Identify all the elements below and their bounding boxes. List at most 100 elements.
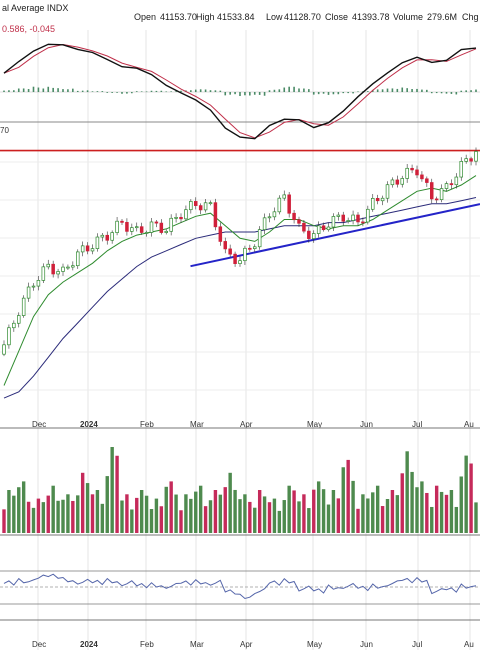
candle-down: [199, 206, 202, 210]
macd-histogram-bar: [254, 92, 256, 95]
candle-up: [263, 218, 266, 230]
volume-bar: [469, 464, 472, 533]
candle-up: [71, 266, 74, 267]
macd-histogram-bar: [33, 87, 35, 92]
macd-histogram-bar: [92, 91, 94, 92]
candle-up: [317, 226, 320, 234]
candle-up: [209, 203, 212, 204]
macd-histogram-bar: [18, 89, 20, 92]
candle-down: [160, 223, 163, 232]
volume-bar: [7, 490, 10, 533]
x-axis-bottom-tick-label: Feb: [140, 640, 154, 649]
volume-bar: [12, 496, 15, 533]
volume-bar: [386, 499, 389, 533]
volume-label: Volume: [393, 12, 423, 22]
candle-down: [140, 227, 143, 233]
candle-down: [219, 227, 222, 242]
candle-up: [175, 217, 178, 218]
macd-histogram-bar: [229, 92, 231, 95]
low-value: 41128.70: [284, 12, 321, 22]
volume-bar: [327, 505, 330, 533]
candle-up: [189, 201, 192, 209]
volume-bar: [263, 496, 266, 533]
volume-bar: [297, 501, 300, 533]
volume-bar: [42, 502, 45, 533]
macd-histogram-bar: [460, 91, 462, 92]
macd-histogram-bar: [215, 90, 217, 92]
macd-histogram-bar: [121, 92, 123, 94]
volume-bar: [86, 483, 89, 533]
macd-histogram-bar: [451, 92, 453, 94]
macd-histogram-bar: [249, 92, 251, 96]
volume-bar: [243, 494, 246, 533]
macd-histogram-bar: [13, 90, 15, 92]
macd-histogram-bar: [47, 87, 49, 92]
volume-bar: [76, 495, 79, 533]
volume-bar: [150, 509, 153, 533]
candle-down: [86, 246, 89, 251]
volume-bar: [371, 492, 374, 533]
volume-bar: [47, 496, 50, 533]
candle-up: [239, 261, 242, 264]
volume-bar: [155, 499, 158, 533]
volume-bar: [169, 481, 172, 533]
x-axis-bottom-tick-label: 2024: [80, 640, 98, 649]
macd-histogram-bar: [195, 90, 197, 92]
candle-down: [194, 201, 197, 205]
x-axis-bottom-tick-label: Dec: [32, 640, 46, 649]
candle-down: [288, 195, 291, 213]
macd-histogram-bar: [111, 92, 113, 93]
macd-histogram-bar: [165, 91, 167, 92]
x-axis-bottom-tick-label: Apr: [240, 640, 253, 649]
volume-bar: [258, 490, 261, 533]
candle-up: [406, 168, 409, 178]
candle-up: [327, 227, 330, 230]
candle-down: [214, 203, 217, 227]
volume-bar: [376, 486, 379, 533]
candle-up: [27, 287, 30, 298]
macd-histogram-bar: [288, 87, 290, 92]
volume-bar: [228, 473, 231, 533]
volume-bar: [415, 487, 418, 533]
volume-bar: [238, 499, 241, 533]
candle-up: [81, 246, 84, 252]
macd-histogram-bar: [259, 92, 261, 95]
volume-bar: [17, 487, 20, 533]
candle-up: [332, 216, 335, 227]
macd-histogram-bar: [416, 89, 418, 92]
macd-histogram-bar: [338, 92, 340, 94]
macd-histogram-bar: [421, 90, 423, 92]
candle-up: [3, 345, 6, 354]
volume-bar: [351, 481, 354, 533]
candle-up: [165, 231, 168, 232]
volume-value: 279.6M: [427, 12, 457, 22]
volume-bar: [233, 490, 236, 533]
volume-bar: [130, 509, 133, 533]
macd-histogram-bar: [82, 91, 84, 92]
macd-histogram-bar: [352, 92, 354, 93]
macd-histogram-bar: [436, 92, 438, 93]
macd-histogram-bar: [239, 92, 241, 96]
macd-histogram-bar: [298, 88, 300, 92]
macd-histogram-bar: [392, 88, 394, 92]
macd-histogram-bar: [279, 89, 281, 92]
volume-bar: [209, 500, 212, 533]
volume-bar: [2, 509, 5, 533]
volume-bar: [253, 508, 256, 533]
candle-down: [52, 264, 55, 274]
candle-up: [381, 198, 384, 201]
volume-bar: [405, 451, 408, 533]
macd-histogram-bar: [456, 92, 458, 94]
candle-up: [67, 267, 70, 268]
candle-up: [170, 218, 173, 231]
rsi-line: [4, 574, 476, 598]
candle-down: [470, 159, 473, 161]
macd-histogram-bar: [146, 91, 148, 92]
volume-bar: [125, 494, 128, 533]
volume-bar: [66, 494, 69, 533]
volume-bar: [278, 511, 281, 533]
volume-bar: [302, 494, 305, 533]
macd-histogram-bar: [283, 88, 285, 92]
candle-up: [278, 198, 281, 212]
